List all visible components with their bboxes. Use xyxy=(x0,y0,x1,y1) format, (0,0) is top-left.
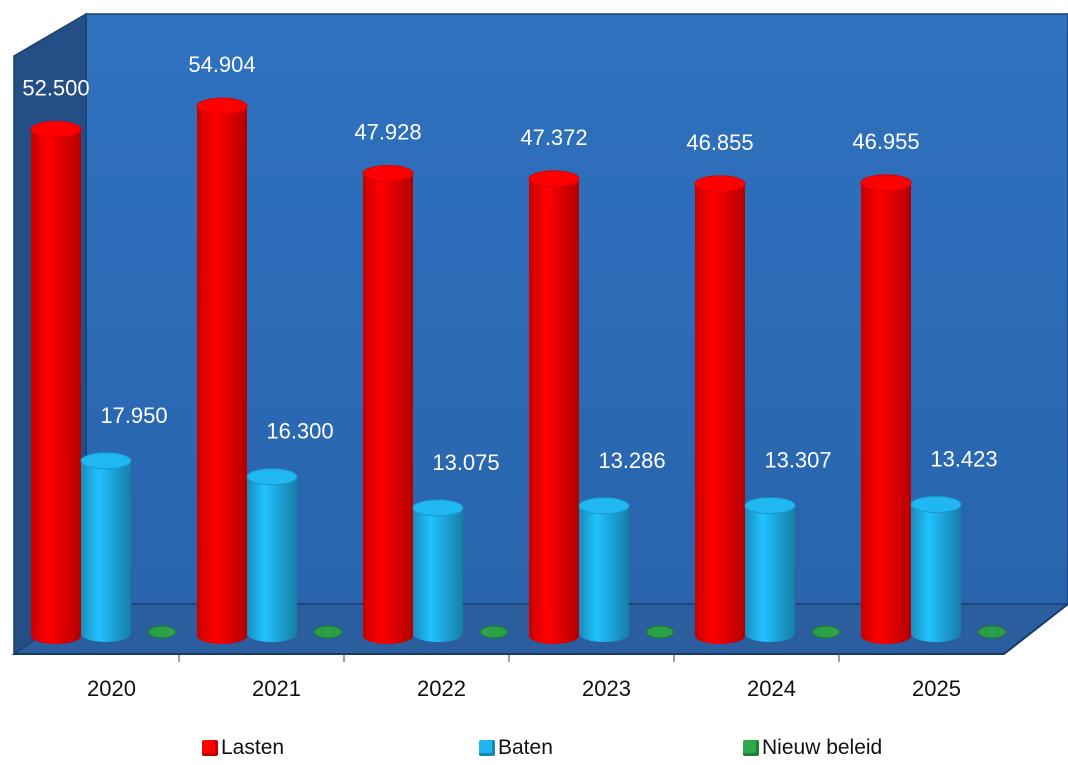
bar-body xyxy=(745,505,795,642)
legend-swatch-lasten xyxy=(202,740,218,756)
x-tick-label-2024: 2024 xyxy=(747,676,796,701)
bar-nieuw-beleid-2021 xyxy=(313,625,343,639)
bar-cap xyxy=(910,495,962,513)
x-tick-label-2025: 2025 xyxy=(912,676,961,701)
bar-cap xyxy=(811,625,841,639)
bar-body xyxy=(31,129,81,644)
data-label-lasten-2023: 47.372 xyxy=(520,125,587,150)
bar-cap xyxy=(147,625,177,639)
legend-label-nieuw-beleid: Nieuw beleid xyxy=(762,736,883,759)
bar-lasten-2022 xyxy=(362,164,414,644)
bar-cap xyxy=(30,120,82,138)
legend-item-nieuw-beleid: Nieuw beleid xyxy=(743,736,882,760)
bar-body xyxy=(81,460,131,642)
bar-cap xyxy=(744,497,796,515)
bar-cap xyxy=(977,625,1007,639)
bar-cap xyxy=(479,625,509,639)
bar-cap xyxy=(362,164,414,182)
data-label-lasten-2024: 46.855 xyxy=(686,130,753,155)
bar-body xyxy=(911,504,961,642)
legend-item-baten: Baten xyxy=(479,736,553,760)
bar-cap xyxy=(645,625,675,639)
bar-nieuw-beleid-2020 xyxy=(147,625,177,639)
bar-lasten-2021 xyxy=(196,97,248,645)
legend-swatch-nieuw-beleid xyxy=(743,740,759,756)
data-label-lasten-2022: 47.928 xyxy=(354,119,421,144)
data-label-baten-2024: 13.307 xyxy=(764,448,831,473)
bar-nieuw-beleid-2022 xyxy=(479,625,509,639)
legend-label-lasten: Lasten xyxy=(221,736,285,759)
bar-body xyxy=(247,476,297,642)
bar-cap xyxy=(412,499,464,517)
bar-baten-2020 xyxy=(80,452,132,642)
bar-body xyxy=(413,507,463,642)
bar-cap xyxy=(196,97,248,115)
bar-baten-2023 xyxy=(578,497,630,642)
legend-swatch-baten xyxy=(479,740,495,756)
legend: Lasten Baten Nieuw beleid xyxy=(0,736,1068,764)
bar-cap xyxy=(528,170,580,188)
data-label-lasten-2021: 54.904 xyxy=(188,52,255,77)
x-tick-label-2020: 2020 xyxy=(87,676,136,701)
bar-body xyxy=(695,183,745,644)
bar-body xyxy=(197,106,247,645)
data-label-baten-2022: 13.075 xyxy=(432,450,499,475)
bar-lasten-2020 xyxy=(30,120,82,644)
x-tick-label-2023: 2023 xyxy=(582,676,631,701)
bar-lasten-2024 xyxy=(694,175,746,644)
bar-baten-2022 xyxy=(412,499,464,642)
bar-cap xyxy=(313,625,343,639)
bar-cap xyxy=(860,174,912,192)
data-label-baten-2021: 16.300 xyxy=(266,419,333,444)
bar-body xyxy=(861,182,911,644)
bar-nieuw-beleid-2024 xyxy=(811,625,841,639)
bar-cap xyxy=(578,497,630,515)
bar-cap xyxy=(80,452,132,470)
x-tick-label-2021: 2021 xyxy=(252,676,301,701)
x-tick-label-2022: 2022 xyxy=(417,676,466,701)
data-label-baten-2020: 17.950 xyxy=(100,403,167,428)
bar-body xyxy=(529,178,579,644)
bar-cap xyxy=(694,175,746,193)
bar-baten-2021 xyxy=(246,468,298,642)
bar-baten-2024 xyxy=(744,497,796,642)
data-label-baten-2023: 13.286 xyxy=(598,448,665,473)
bar-body xyxy=(363,173,413,644)
legend-label-baten: Baten xyxy=(498,736,553,759)
bar-nieuw-beleid-2023 xyxy=(645,625,675,639)
data-label-lasten-2025: 46.955 xyxy=(852,129,919,154)
floor-edge-right xyxy=(1003,603,1068,655)
bar-nieuw-beleid-2025 xyxy=(977,625,1007,639)
data-label-baten-2025: 13.423 xyxy=(930,446,997,471)
bar-baten-2025 xyxy=(910,495,962,642)
legend-item-lasten: Lasten xyxy=(202,736,284,760)
data-label-lasten-2020: 52.500 xyxy=(22,75,89,100)
bar-lasten-2023 xyxy=(528,170,580,644)
bar-body xyxy=(579,505,629,642)
bar-cap xyxy=(246,468,298,486)
bar-lasten-2025 xyxy=(860,174,912,644)
